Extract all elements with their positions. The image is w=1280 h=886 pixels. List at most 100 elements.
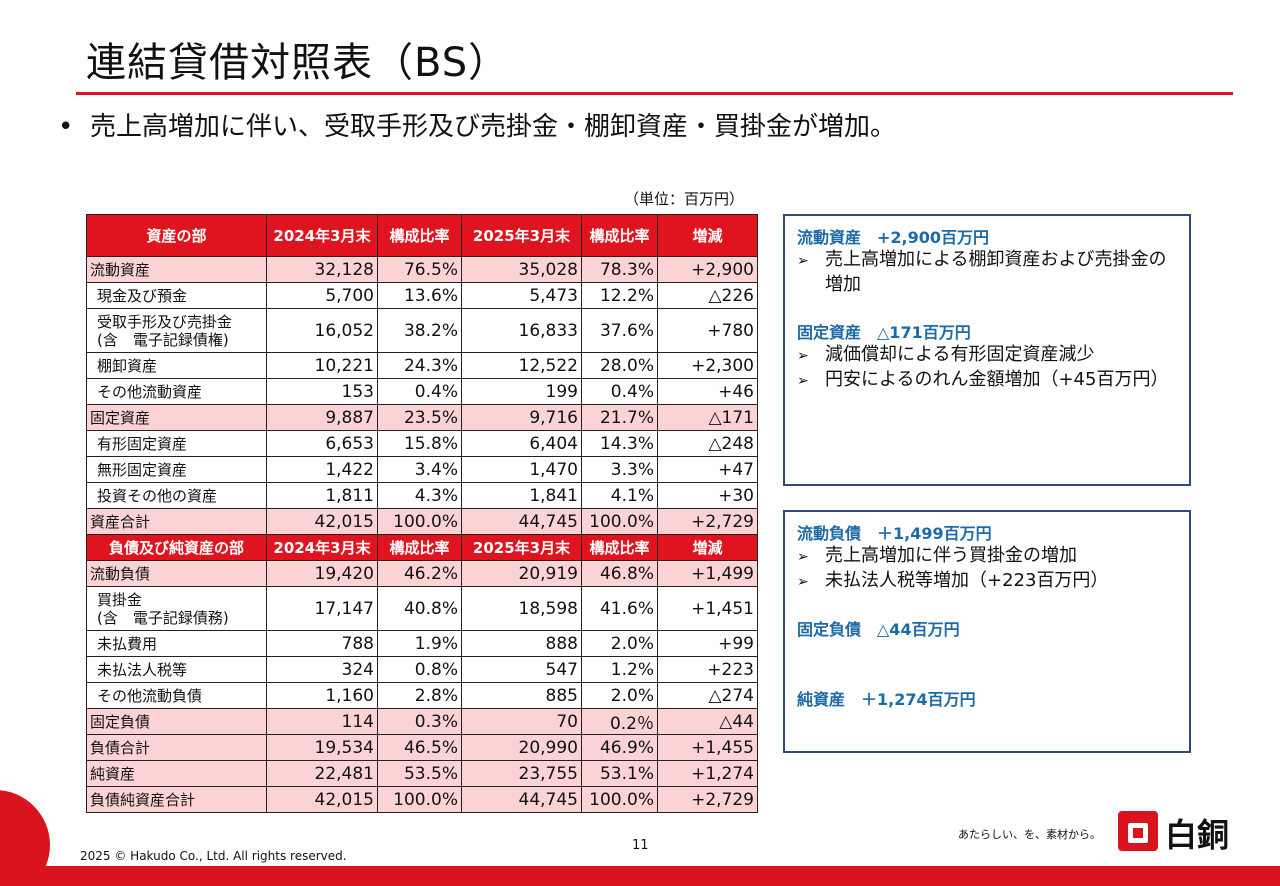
cell-v1: 19,534 bbox=[266, 734, 378, 761]
cell-r2: 53.1% bbox=[581, 760, 658, 787]
table-row: 固定負債 114 0.3% 70 0.2％ △44 bbox=[86, 708, 758, 735]
table-row: 流動資産 32,128 76.5% 35,028 78.3% +2,900 bbox=[86, 256, 758, 283]
row-label: その他流動資産 bbox=[86, 378, 267, 405]
cell-r1: 0.3% bbox=[377, 708, 462, 735]
cell-v1: 42,015 bbox=[266, 508, 378, 535]
cell-v2: 44,745 bbox=[461, 508, 582, 535]
cell-v2: 20,990 bbox=[461, 734, 582, 761]
cell-r1: 13.6% bbox=[377, 282, 462, 309]
cell-v1: 19,420 bbox=[266, 560, 378, 587]
cell-v1: 324 bbox=[266, 656, 378, 683]
cell-v1: 788 bbox=[266, 630, 378, 657]
cell-v2: 44,745 bbox=[461, 786, 582, 813]
cell-v2: 23,755 bbox=[461, 760, 582, 787]
commentary-item: ➢ 未払法人税等増加（+223百万円） bbox=[797, 569, 1177, 594]
arrow-icon: ➢ bbox=[797, 549, 809, 565]
company-logo-icon bbox=[1118, 811, 1158, 851]
cell-d: △44 bbox=[657, 708, 758, 735]
current-liabilities-heading: 流動負債 ＋1,499百万円 bbox=[797, 524, 992, 543]
row-label: 負債合計 bbox=[86, 734, 267, 761]
cell-r2: 100.0% bbox=[581, 786, 658, 813]
header-cell: 構成比率 bbox=[377, 214, 462, 257]
cell-v2: 1,841 bbox=[461, 482, 582, 509]
cell-v2: 199 bbox=[461, 378, 582, 405]
cell-r2: 100.0% bbox=[581, 508, 658, 535]
cell-r2: 3.3% bbox=[581, 456, 658, 483]
cell-v1: 1,422 bbox=[266, 456, 378, 483]
table-row: 棚卸資産 10,221 24.3% 12,522 28.0% +2,300 bbox=[86, 352, 758, 379]
table-row: 買掛金 (含 電子記録債務) 17,147 40.8% 18,598 41.6% +1,45… bbox=[86, 586, 758, 631]
cell-v2: 547 bbox=[461, 656, 582, 683]
header-cell: 2024年3月末 bbox=[266, 214, 378, 257]
cell-r2: 37.6% bbox=[581, 308, 658, 353]
cell-d: +30 bbox=[657, 482, 758, 509]
cell-v2: 885 bbox=[461, 682, 582, 709]
arrow-icon: ➢ bbox=[797, 574, 809, 590]
cell-r1: 1.9% bbox=[377, 630, 462, 657]
fixed-assets-heading: 固定資産 △171百万円 bbox=[797, 323, 971, 342]
row-label: 固定負債 bbox=[86, 708, 267, 735]
row-label: 固定資産 bbox=[86, 404, 267, 431]
row-label: 負債純資産合計 bbox=[86, 786, 267, 813]
cell-r1: 24.3% bbox=[377, 352, 462, 379]
cell-v2: 16,833 bbox=[461, 308, 582, 353]
table-row: 未払費用 788 1.9% 888 2.0% +99 bbox=[86, 630, 758, 657]
header-cell: 増減 bbox=[657, 214, 758, 257]
table-row: 未払法人税等 324 0.8% 547 1.2% +223 bbox=[86, 656, 758, 683]
cell-r1: 0.8% bbox=[377, 656, 462, 683]
table-row: 投資その他の資産 1,811 4.3% 1,841 4.1% +30 bbox=[86, 482, 758, 509]
cell-r1: 46.5% bbox=[377, 734, 462, 761]
table-row: 無形固定資産 1,422 3.4% 1,470 3.3% +47 bbox=[86, 456, 758, 483]
header-cell: 構成比率 bbox=[377, 534, 462, 561]
table-row: 現金及び預金 5,700 13.6% 5,473 12.2% △226 bbox=[86, 282, 758, 309]
cell-d: +47 bbox=[657, 456, 758, 483]
summary-text: 売上高増加に伴い、受取手形及び売掛金・棚卸資産・買掛金が増加。 bbox=[90, 112, 897, 142]
cell-d: +2,300 bbox=[657, 352, 758, 379]
liabilities-commentary-box: 流動負債 ＋1,499百万円 ➢ 売上高増加に伴う買掛金の増加 ➢ 未払法人税等増加… bbox=[783, 510, 1191, 753]
cell-v1: 42,015 bbox=[266, 786, 378, 813]
header-cell: 増減 bbox=[657, 534, 758, 561]
cell-r1: 4.3% bbox=[377, 482, 462, 509]
table-row: 受取手形及び売掛金 (含 電子記録債権) 16,052 38.2% 16,833 37.6… bbox=[86, 308, 758, 353]
page-title: 連結貸借対照表（BS） bbox=[86, 40, 510, 86]
table-row: 流動負債 19,420 46.2% 20,919 46.8% +1,499 bbox=[86, 560, 758, 587]
table-row: その他流動資産 153 0.4% 199 0.4% +46 bbox=[86, 378, 758, 405]
commentary-item: ➢ 減価償却による有形固定資産減少 bbox=[797, 343, 1177, 368]
cell-r2: 2.0% bbox=[581, 630, 658, 657]
table-row: 純資産 22,481 53.5% 23,755 53.1% +1,274 bbox=[86, 760, 758, 787]
cell-r1: 2.8% bbox=[377, 682, 462, 709]
cell-r1: 0.4% bbox=[377, 378, 462, 405]
row-label: 棚卸資産 bbox=[86, 352, 267, 379]
cell-v1: 32,128 bbox=[266, 256, 378, 283]
cell-d: +46 bbox=[657, 378, 758, 405]
cell-d: +2,900 bbox=[657, 256, 758, 283]
cell-r2: 78.3% bbox=[581, 256, 658, 283]
assets-commentary-box: 流動資産 +2,900百万円 ➢ 売上高増加による棚卸資産および売掛金の増加 固定… bbox=[783, 214, 1191, 486]
title-divider bbox=[76, 92, 1233, 95]
cell-r1: 76.5% bbox=[377, 256, 462, 283]
cell-v2: 12,522 bbox=[461, 352, 582, 379]
cell-r2: 1.2% bbox=[581, 656, 658, 683]
row-label: 未払費用 bbox=[86, 630, 267, 657]
row-label: 流動負債 bbox=[86, 560, 267, 587]
cell-v1: 114 bbox=[266, 708, 378, 735]
balance-sheet-table: 資産の部 2024年3月末 構成比率 2025年3月末 構成比率 増減 流動資産 32,128… bbox=[86, 214, 758, 813]
row-label: 資産合計 bbox=[86, 508, 267, 535]
cell-v2: 5,473 bbox=[461, 282, 582, 309]
row-label: 流動資産 bbox=[86, 256, 267, 283]
company-logo-text: 白銅 bbox=[1165, 816, 1230, 854]
cell-r2: 0.4% bbox=[581, 378, 658, 405]
cell-v2: 18,598 bbox=[461, 586, 582, 631]
cell-v1: 6,653 bbox=[266, 430, 378, 457]
row-label: その他流動負債 bbox=[86, 682, 267, 709]
arrow-icon: ➢ bbox=[797, 348, 809, 364]
cell-v1: 153 bbox=[266, 378, 378, 405]
table-row: その他流動負債 1,160 2.8% 885 2.0% △274 bbox=[86, 682, 758, 709]
cell-d: +223 bbox=[657, 656, 758, 683]
cell-v2: 20,919 bbox=[461, 560, 582, 587]
liabilities-header-row: 負債及び純資産の部 2024年3月末 構成比率 2025年3月末 構成比率 増減 bbox=[86, 534, 758, 561]
cell-v1: 16,052 bbox=[266, 308, 378, 353]
cell-r1: 15.8% bbox=[377, 430, 462, 457]
cell-v1: 17,147 bbox=[266, 586, 378, 631]
arrow-icon: ➢ bbox=[797, 253, 809, 269]
